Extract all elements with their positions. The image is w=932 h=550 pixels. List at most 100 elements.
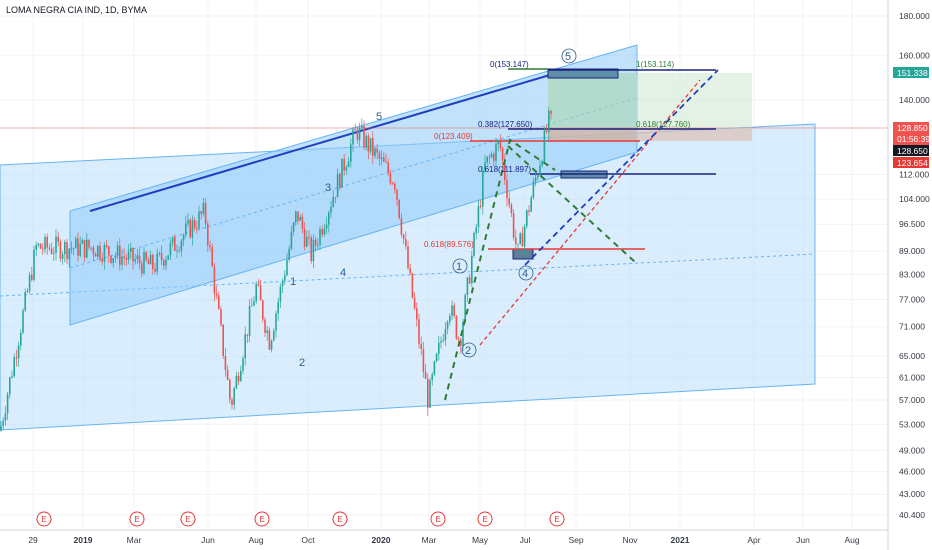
candle: [343, 154, 345, 176]
fib-label-top-right: 1(153.114): [636, 60, 674, 69]
candle: [314, 236, 317, 252]
candle: [396, 188, 398, 206]
candle: [416, 302, 418, 327]
event-marker-0[interactable]: E: [36, 511, 52, 527]
candle: [286, 252, 288, 277]
time-tick-5: Oct: [301, 535, 315, 545]
candle: [105, 239, 108, 249]
price-tick-14: 61.000: [899, 372, 925, 382]
price-tick-17: 49.000: [899, 446, 925, 456]
candle: [147, 257, 150, 265]
price-tick-10: 83.000: [899, 270, 925, 280]
candle: [292, 221, 295, 236]
candle: [226, 365, 229, 381]
candle: [528, 205, 530, 217]
candle: [55, 229, 57, 261]
candle: [482, 166, 484, 215]
candle: [365, 132, 367, 151]
candle: [391, 181, 394, 186]
candle: [303, 222, 306, 251]
candle: [244, 326, 246, 366]
candle: [240, 365, 242, 382]
price-tick-13: 65.000: [899, 351, 925, 361]
candle: [418, 313, 420, 349]
candle: [420, 336, 422, 355]
candle: [499, 134, 502, 152]
price-tick-0: 180.000: [899, 11, 930, 21]
candle: [119, 238, 121, 271]
time-tick-9: Jul: [520, 535, 531, 545]
candle: [253, 296, 255, 307]
candle: [501, 146, 504, 168]
projection-lines: [444, 69, 719, 401]
candle: [301, 213, 304, 234]
candle: [451, 300, 453, 321]
wave-label-inner-2: 2: [465, 345, 471, 357]
candle: [306, 230, 308, 248]
candle: [209, 240, 211, 252]
candle: [455, 314, 458, 340]
candle: [268, 327, 271, 351]
candle: [270, 339, 273, 353]
candle: [490, 151, 493, 159]
fib-label-618-red: 0.618(89.576): [424, 240, 474, 249]
candle: [64, 239, 66, 263]
candle: [262, 299, 264, 323]
candle: [545, 124, 548, 135]
candle: [446, 320, 449, 335]
event-marker-5[interactable]: E: [430, 511, 446, 527]
event-marker-7[interactable]: E: [549, 511, 565, 527]
candle: [299, 214, 301, 221]
price-tick-19: 43.000: [899, 489, 925, 499]
candle: [112, 258, 114, 268]
candle: [246, 334, 249, 343]
candle: [68, 248, 70, 268]
price-tick-6: 112.000: [899, 170, 929, 180]
candle: [149, 250, 152, 265]
event-marker-3[interactable]: E: [254, 511, 270, 527]
candle: [174, 234, 176, 251]
last-price-tag: [893, 145, 929, 156]
candle: [248, 299, 251, 343]
candle: [453, 302, 455, 319]
time-tick-3: Jun: [201, 535, 215, 545]
candle: [317, 238, 319, 251]
candle: [358, 123, 361, 147]
candle: [9, 376, 11, 399]
candle: [86, 232, 88, 259]
candle: [325, 216, 328, 234]
price-axis[interactable]: 180.000 160.000 140.000 112.000 104.000 96.50…: [899, 11, 930, 520]
time-axis[interactable]: 29 2019 Mar Jun Aug Oct 2020 Mar May Jul Sep Nov 202…: [28, 535, 860, 545]
wave-label-inner-5: 5: [565, 51, 571, 63]
candle: [510, 202, 513, 217]
candle: [332, 190, 334, 208]
candle: [354, 123, 356, 131]
candle: [460, 337, 462, 354]
candle: [347, 157, 350, 168]
event-marker-1[interactable]: E: [129, 511, 145, 527]
candle: [543, 126, 546, 163]
time-tick-6: 2020: [372, 535, 391, 545]
candle: [521, 226, 524, 247]
candle: [123, 248, 125, 266]
event-marker-6[interactable]: E: [477, 511, 493, 527]
candle: [2, 416, 4, 431]
target-price-text: 151.338: [897, 68, 928, 78]
candle: [429, 377, 431, 409]
wave-circle-4: [518, 265, 534, 281]
price-tick-9: 89.000: [899, 246, 925, 256]
candle: [471, 250, 473, 287]
fib-label-0: 0(123.409): [434, 132, 473, 141]
candle: [211, 243, 213, 267]
candle: [72, 247, 75, 256]
event-marker-2[interactable]: E: [180, 511, 196, 527]
event-marker-4[interactable]: E: [332, 511, 348, 527]
candle: [290, 226, 293, 251]
candle: [235, 371, 238, 390]
candle: [422, 341, 425, 378]
price-tick-8: 96.500: [899, 219, 925, 229]
svg-text:E: E: [134, 515, 139, 524]
candles: [0, 106, 552, 432]
